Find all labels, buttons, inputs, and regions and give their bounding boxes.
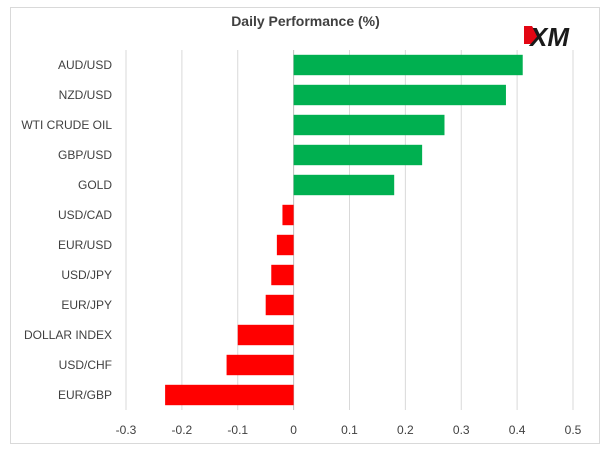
bar-eur-gbp [165,384,294,406]
bar-dollar-index [237,324,294,346]
x-tick-label: -0.1 [227,423,248,437]
bars [165,54,523,406]
chart-title: Daily Performance (%) [231,13,380,29]
bar-eur-usd [276,234,294,256]
bar-usd-cad [282,204,294,226]
x-tick-label: 0.2 [397,423,414,437]
x-tick-label: -0.2 [172,423,193,437]
category-label: DOLLAR INDEX [24,328,112,342]
category-label: GOLD [78,178,112,192]
category-label: USD/JPY [61,268,112,282]
logo-accent [524,26,538,44]
category-label: USD/CHF [59,358,112,372]
x-tick-label: -0.3 [116,423,137,437]
bar-aud-usd [293,54,523,76]
category-label: NZD/USD [59,88,113,102]
bar-usd-chf [226,354,294,376]
logo-text: XM [528,22,570,52]
x-tick-labels: -0.3 -0.2 -0.1 0 0.1 0.2 0.3 0.4 0.5 [116,423,582,437]
category-label: USD/CAD [58,208,112,222]
category-label: EUR/JPY [61,298,112,312]
xm-logo: XM [524,22,570,52]
x-tick-label: 0.5 [565,423,582,437]
category-label: WTI CRUDE OIL [21,118,112,132]
bar-wti-crude-oil [293,114,445,136]
grid-lines [125,50,574,410]
x-tick-label: 0 [290,423,297,437]
x-tick-label: 0.3 [453,423,470,437]
chart-frame [10,7,600,444]
category-label: GBP/USD [58,148,112,162]
x-tick-label: 0.4 [509,423,526,437]
x-tick-label: 0.1 [341,423,358,437]
bar-gold [293,174,395,196]
category-label: AUD/USD [58,58,112,72]
category-label: EUR/GBP [58,388,112,402]
category-label: EUR/USD [58,238,112,252]
bar-eur-jpy [265,294,294,316]
bar-usd-jpy [271,264,294,286]
bar-nzd-usd [293,84,506,106]
category-labels: AUD/USD NZD/USD WTI CRUDE OIL GBP/USD GOLD US… [21,58,112,402]
bar-gbp-usd [293,144,423,166]
